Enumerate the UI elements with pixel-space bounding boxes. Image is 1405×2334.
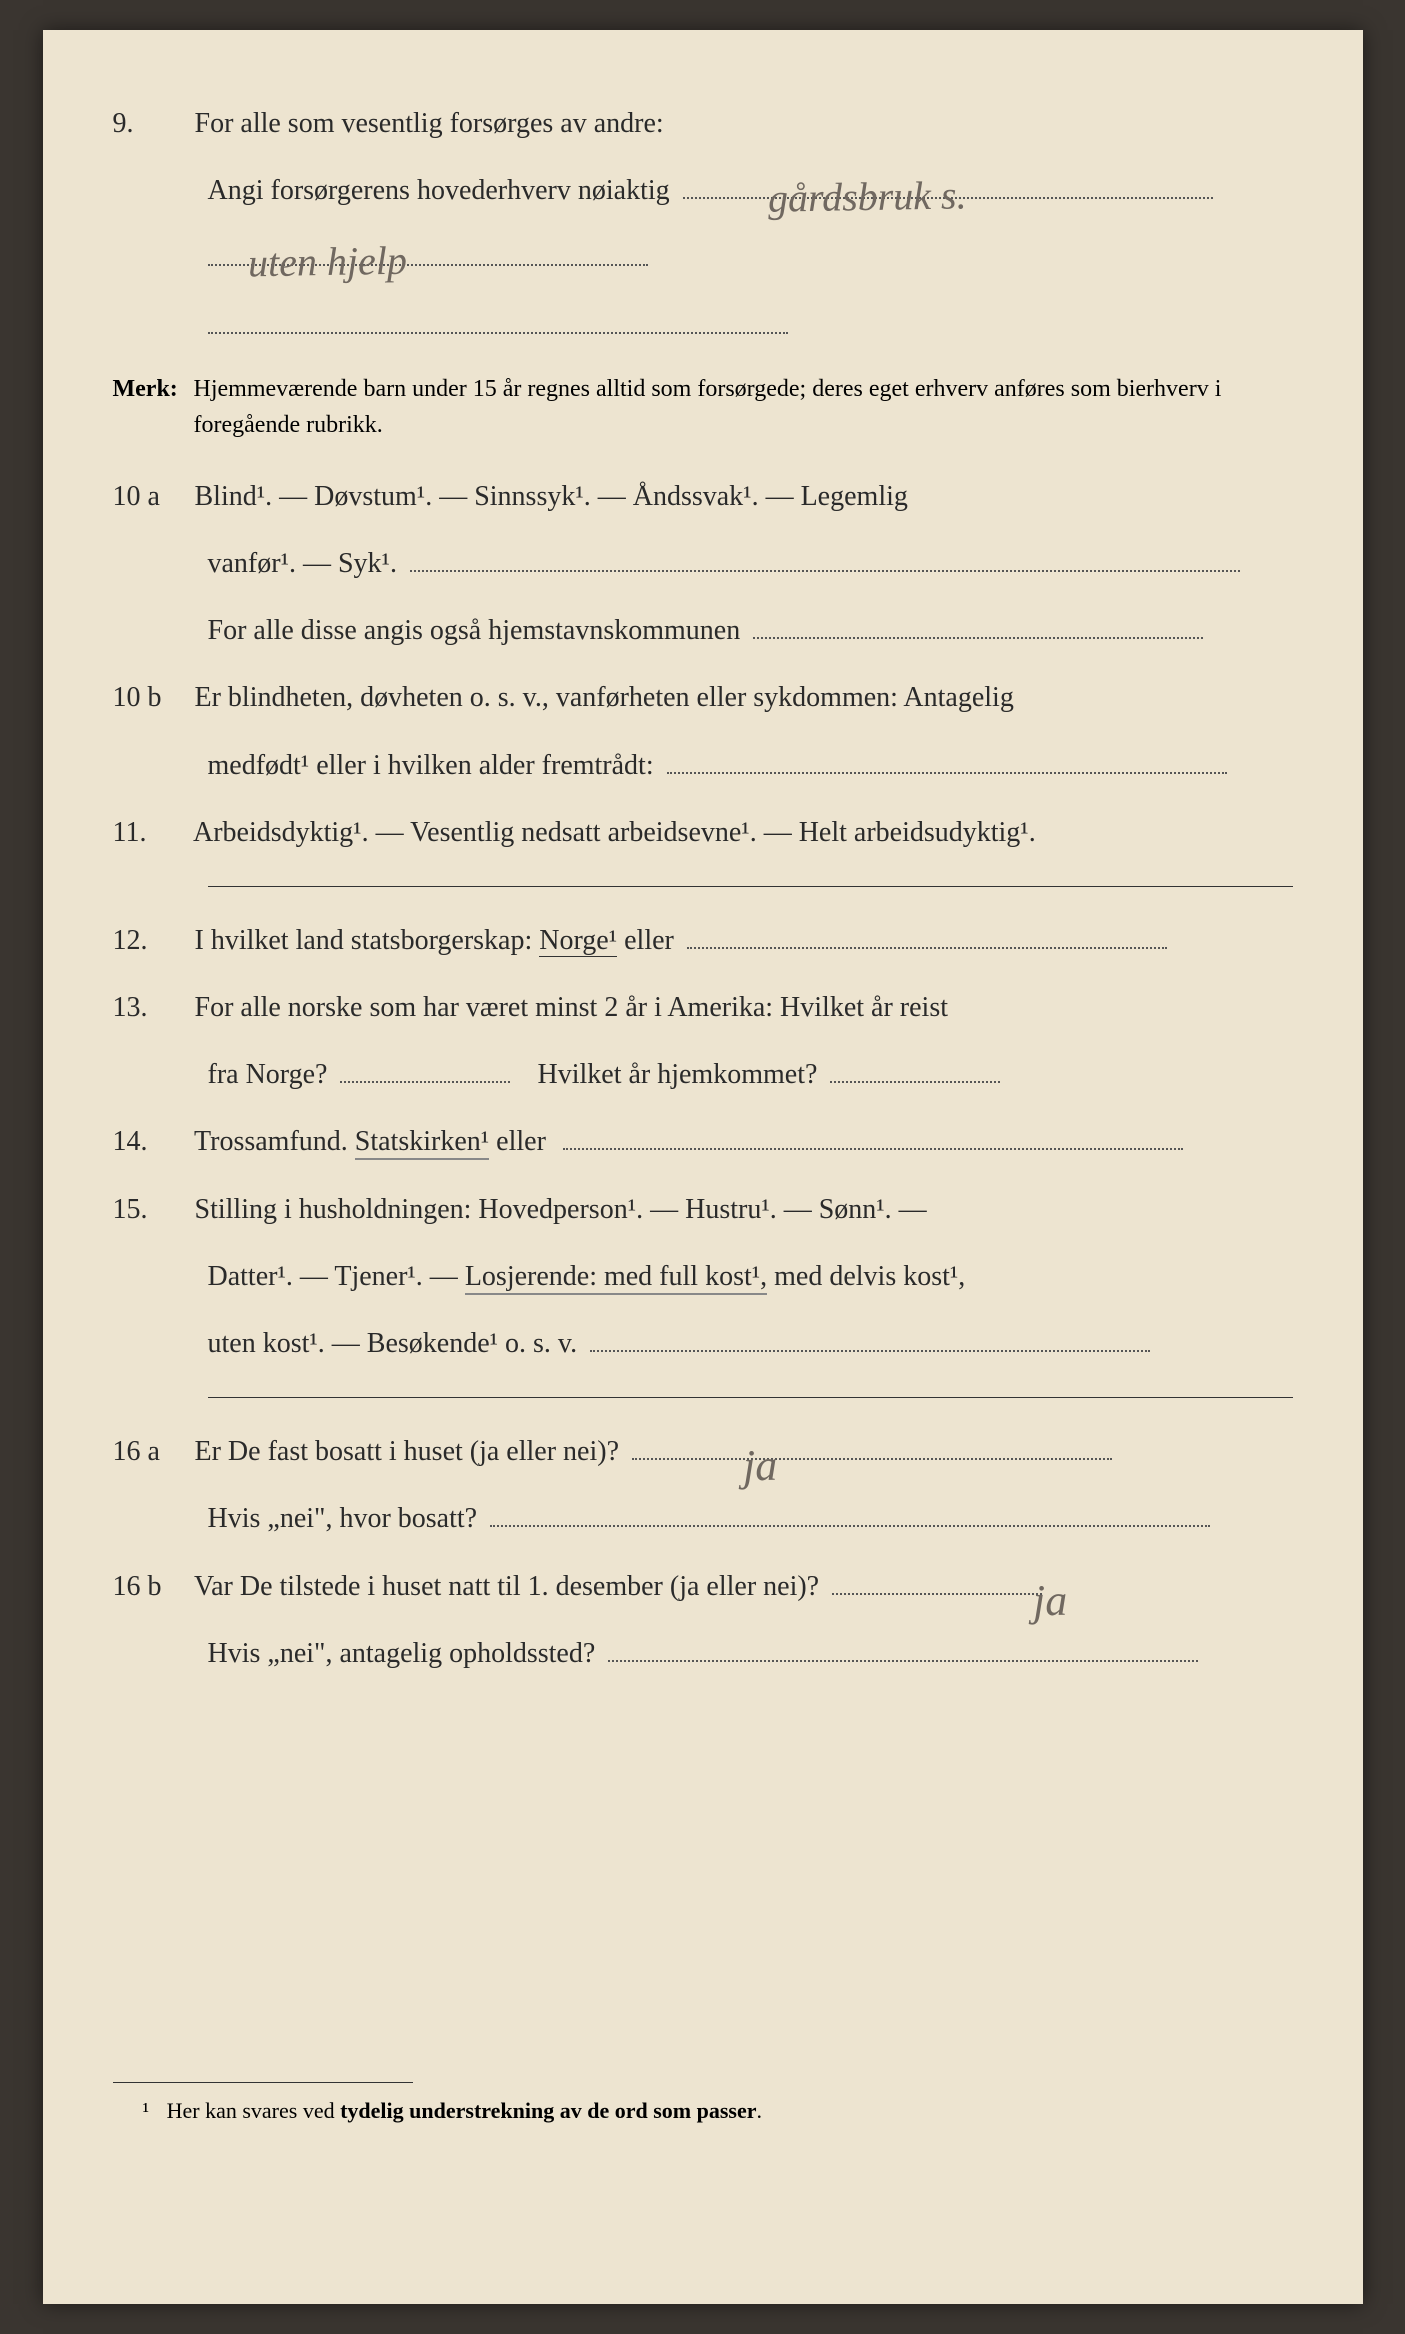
q10a-blank2 bbox=[753, 609, 1203, 639]
q16a-line2: Hvis „nei", hvor bosatt? bbox=[208, 1485, 1293, 1552]
q13-line1: 13. For alle norske som har været minst … bbox=[113, 974, 1293, 1041]
q16b-line2: Hvis „nei", antagelig opholdssted? bbox=[208, 1620, 1293, 1687]
q16b-line1: 16 b Var De tilstede i huset natt til 1.… bbox=[113, 1553, 1293, 1620]
q12-num: 12. bbox=[113, 907, 188, 974]
q13-blank1 bbox=[340, 1053, 510, 1083]
q15-num: 15. bbox=[113, 1176, 188, 1243]
merk-text: Hjemmeværende barn under 15 år regnes al… bbox=[194, 371, 1274, 443]
footnote-num: ¹ bbox=[143, 2098, 150, 2123]
q16b-blank bbox=[832, 1565, 1042, 1595]
q12-option: Norge¹ bbox=[539, 925, 617, 957]
q13-line2: fra Norge? Hvilket år hjemkommet? bbox=[208, 1041, 1293, 1108]
q13-num: 13. bbox=[113, 974, 188, 1041]
q11-text: Arbeidsdyktig¹. — Vesentlig nedsatt arbe… bbox=[193, 817, 1036, 848]
q12-text-b: eller bbox=[624, 925, 674, 956]
divider-2 bbox=[208, 1397, 1293, 1398]
q15-line2-option: Losjerende: med full kost¹, bbox=[465, 1261, 767, 1295]
q14-blank bbox=[563, 1120, 1183, 1150]
q10a-line3-text: For alle disse angis også hjemstavnskomm… bbox=[208, 615, 741, 646]
q9-num: 9. bbox=[113, 90, 188, 157]
q15-line3-text: uten kost¹. — Besøkende¹ o. s. v. bbox=[208, 1328, 578, 1359]
q14-text-a: Trossamfund. bbox=[194, 1126, 355, 1157]
q9-handwritten2: uten hjelp bbox=[247, 213, 408, 312]
merk-note: Merk: Hjemmeværende barn under 15 år reg… bbox=[113, 371, 1293, 443]
q13-text-b: fra Norge? bbox=[208, 1059, 328, 1090]
q10a-line3: For alle disse angis også hjemstavnskomm… bbox=[208, 597, 1293, 664]
q9-line1: 9. For alle som vesentlig forsørges av a… bbox=[113, 90, 1293, 157]
q16b-line2-text: Hvis „nei", antagelig opholdssted? bbox=[208, 1638, 596, 1669]
q10b-num: 10 b bbox=[113, 664, 188, 731]
q15-line1-text: Stilling i husholdningen: Hovedperson¹. … bbox=[195, 1194, 927, 1225]
q15-line3: uten kost¹. — Besøkende¹ o. s. v. bbox=[208, 1310, 1293, 1377]
q10a-blank bbox=[410, 542, 1240, 572]
q14-num: 14. bbox=[113, 1108, 188, 1175]
q12-text-a: I hvilket land statsborgerskap: bbox=[195, 925, 540, 956]
merk-label: Merk: bbox=[113, 371, 188, 407]
q12-line: 12. I hvilket land statsborgerskap: Norg… bbox=[113, 907, 1293, 974]
q10b-line1: 10 b Er blindheten, døvheten o. s. v., v… bbox=[113, 664, 1293, 731]
census-form-page: 9. For alle som vesentlig forsørges av a… bbox=[43, 30, 1363, 2304]
divider-1 bbox=[208, 886, 1293, 887]
q16b-num: 16 b bbox=[113, 1553, 188, 1620]
q10b-blank bbox=[667, 744, 1227, 774]
q11-num: 11. bbox=[113, 799, 188, 866]
q10b-line2-text: medfødt¹ eller i hvilken alder fremtrådt… bbox=[208, 750, 654, 781]
q10b-line2: medfødt¹ eller i hvilken alder fremtrådt… bbox=[208, 732, 1293, 799]
q16a-blank2 bbox=[490, 1497, 1210, 1527]
footnote-text: Her kan svares ved tydelig understreknin… bbox=[167, 2098, 762, 2123]
q16a-num: 16 a bbox=[113, 1418, 188, 1485]
q13-text-c: Hvilket år hjemkommet? bbox=[537, 1059, 817, 1090]
q16b-text: Var De tilstede i huset natt til 1. dese… bbox=[194, 1571, 819, 1602]
q15-blank bbox=[590, 1322, 1150, 1352]
q10a-num: 10 a bbox=[113, 463, 188, 530]
q16a-text: Er De fast bosatt i huset (ja eller nei)… bbox=[195, 1436, 620, 1467]
q14-text-b: eller bbox=[496, 1126, 546, 1157]
q15-line2-a: Datter¹. — Tjener¹. — bbox=[208, 1261, 465, 1292]
q10a-line2-text: vanfør¹. — Syk¹. bbox=[208, 548, 397, 579]
q9-line3: uten hjelp bbox=[208, 224, 1293, 358]
q14-line: 14. Trossamfund. Statskirken¹ eller bbox=[113, 1108, 1293, 1175]
q13-blank2 bbox=[830, 1053, 1000, 1083]
q14-option: Statskirken¹ bbox=[355, 1126, 489, 1160]
q16b-blank2 bbox=[608, 1632, 1198, 1662]
q10a-line2: vanfør¹. — Syk¹. bbox=[208, 530, 1293, 597]
q10b-text: Er blindheten, døvheten o. s. v., vanfør… bbox=[195, 682, 1014, 713]
q15-line1: 15. Stilling i husholdningen: Hovedperso… bbox=[113, 1176, 1293, 1243]
q15-line2-b: med delvis kost¹, bbox=[774, 1261, 965, 1292]
footnote: ¹ Her kan svares ved tydelig understrekn… bbox=[143, 2098, 1293, 2124]
q10a-options: Blind¹. — Døvstum¹. — Sinnssyk¹. — Åndss… bbox=[195, 481, 908, 512]
q16a-line2-text: Hvis „nei", hvor bosatt? bbox=[208, 1503, 478, 1534]
q16a-line1: 16 a Er De fast bosatt i huset (ja eller… bbox=[113, 1418, 1293, 1485]
q11-line: 11. Arbeidsdyktig¹. — Vesentlig nedsatt … bbox=[113, 799, 1293, 866]
q9-text-b: Angi forsørgerens hovederhverv nøiaktig bbox=[208, 175, 670, 206]
q16a-blank bbox=[632, 1430, 1112, 1460]
q15-line2: Datter¹. — Tjener¹. — Losjerende: med fu… bbox=[208, 1243, 1293, 1310]
footnote-divider bbox=[113, 2082, 413, 2083]
q9-text-a: For alle som vesentlig forsørges av andr… bbox=[195, 108, 664, 139]
q10a-line1: 10 a Blind¹. — Døvstum¹. — Sinnssyk¹. — … bbox=[113, 463, 1293, 530]
q12-blank bbox=[687, 919, 1167, 949]
q13-text-a: For alle norske som har været minst 2 år… bbox=[195, 992, 949, 1023]
